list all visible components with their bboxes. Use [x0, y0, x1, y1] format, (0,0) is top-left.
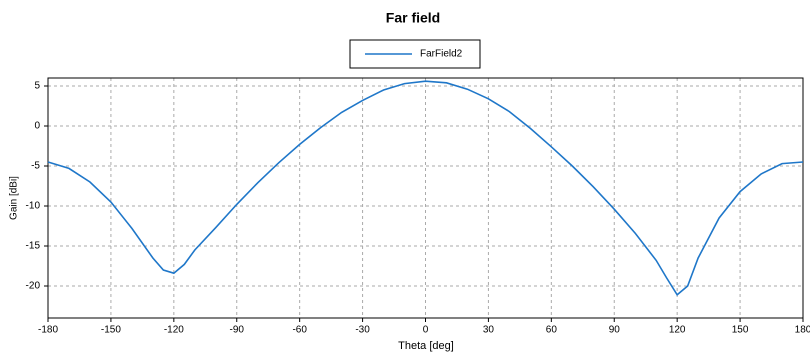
x-tick-label: 30: [483, 325, 495, 336]
y-tick-label: 0: [34, 121, 40, 132]
x-tick-label: 150: [732, 325, 749, 336]
x-tick-label: -120: [164, 325, 184, 336]
x-tick-label: -180: [38, 325, 58, 336]
x-tick-label: 120: [669, 325, 686, 336]
x-tick-label: -60: [292, 325, 307, 336]
y-tick-label: 5: [34, 81, 40, 92]
x-tick-label: -30: [355, 325, 370, 336]
y-tick-label: -20: [26, 281, 41, 292]
x-tick-label: 90: [609, 325, 621, 336]
series-line: [47, 80, 804, 297]
x-tick-label: -90: [230, 325, 245, 336]
x-tick-label: 180: [795, 325, 810, 336]
legend-label: FarField2: [420, 49, 463, 60]
x-tick-label: -150: [101, 325, 121, 336]
x-tick-label: 0: [423, 325, 429, 336]
x-axis-label: Theta [deg]: [398, 340, 454, 352]
y-tick-label: -15: [26, 241, 41, 252]
y-tick-label: -5: [31, 161, 40, 172]
plot-frame: [47, 77, 804, 319]
y-axis-label: Gain [dBi]: [9, 176, 20, 220]
y-tick-label: -10: [26, 201, 41, 212]
chart-title: Far field: [386, 10, 440, 26]
x-tick-label: 60: [546, 325, 558, 336]
